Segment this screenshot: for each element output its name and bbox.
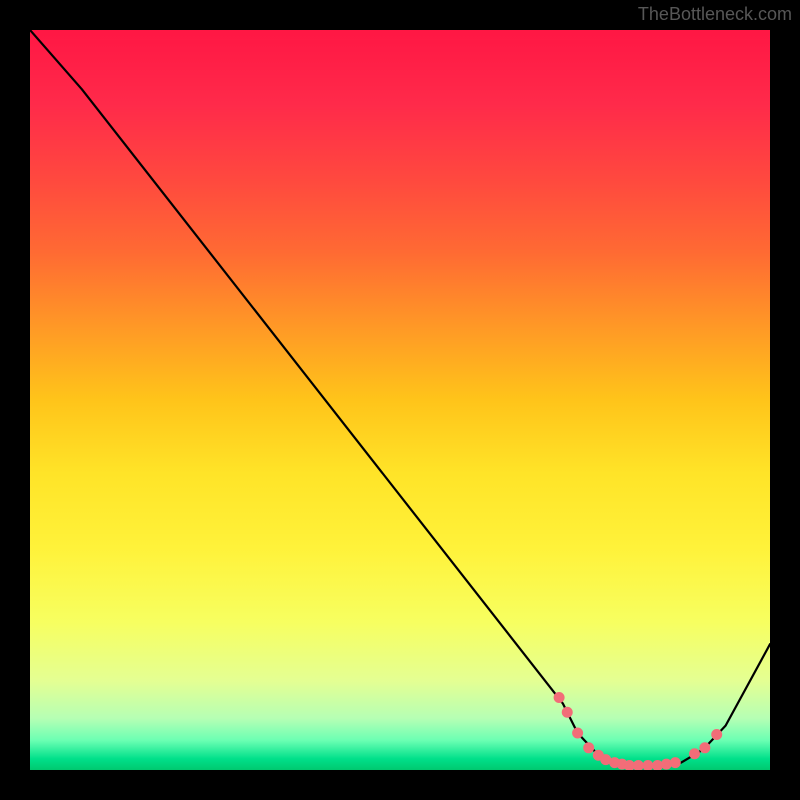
chart-svg — [30, 30, 770, 770]
marker-point — [573, 728, 583, 738]
marker-point — [562, 707, 572, 717]
marker-point — [690, 749, 700, 759]
marker-point — [661, 759, 671, 769]
marker-point — [653, 761, 663, 770]
marker-point — [643, 761, 653, 770]
marker-point — [670, 758, 680, 768]
bottleneck-curve — [30, 30, 770, 766]
marker-point — [712, 729, 722, 739]
watermark-text: TheBottleneck.com — [638, 4, 792, 25]
marker-point — [633, 761, 643, 770]
curve-markers — [554, 692, 722, 770]
marker-point — [554, 692, 564, 702]
plot-area — [30, 30, 770, 770]
marker-point — [584, 743, 594, 753]
marker-point — [700, 743, 710, 753]
